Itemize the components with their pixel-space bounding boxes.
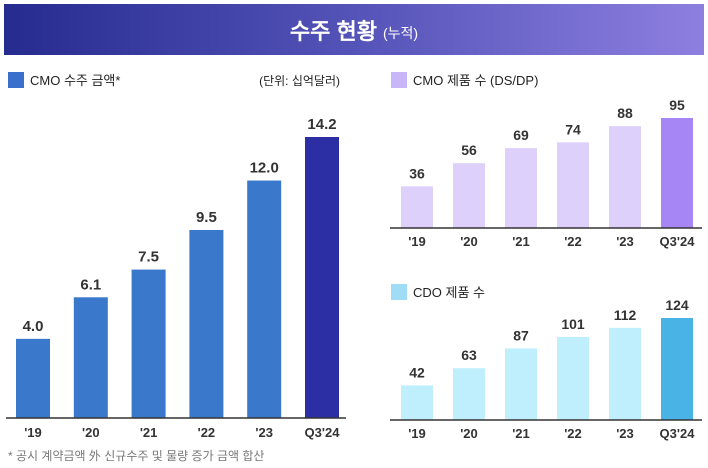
- legend-swatch: [391, 284, 407, 300]
- bar: [305, 137, 339, 418]
- x-tick-label: '20: [82, 425, 100, 440]
- legend-label: CDO 제품 수: [413, 285, 485, 300]
- data-label: 87: [513, 327, 529, 343]
- x-tick-label: '19: [408, 234, 426, 249]
- bar: [661, 318, 693, 420]
- bar: [247, 180, 282, 418]
- x-tick-label: '22: [198, 425, 216, 440]
- title-banner: 수주 현황 (누적): [4, 4, 704, 55]
- data-label: 69: [513, 127, 529, 143]
- bar: [609, 126, 641, 228]
- bar: [505, 348, 537, 420]
- data-label: 74: [565, 121, 581, 137]
- x-tick-label: '22: [564, 426, 582, 441]
- data-label: 101: [561, 316, 585, 332]
- data-label: 63: [461, 347, 477, 363]
- bar: [401, 186, 433, 228]
- x-tick-label: Q3'24: [660, 234, 696, 249]
- bar: [16, 338, 50, 418]
- data-label: 42: [409, 364, 425, 380]
- data-label: 9.5: [196, 209, 217, 226]
- bar: [505, 148, 537, 228]
- data-label: 124: [665, 297, 689, 313]
- data-label: 7.5: [138, 249, 159, 266]
- page-subtitle: (누적): [382, 24, 419, 41]
- bar: [189, 230, 224, 418]
- data-label: 88: [617, 105, 633, 121]
- data-label: 6.1: [80, 276, 101, 293]
- x-tick-label: '20: [460, 426, 478, 441]
- data-label: 14.2: [307, 116, 336, 133]
- footnote: * 공시 계약금액 外 신규수주 및 물량 증가 금액 합산: [8, 449, 265, 463]
- legend-swatch: [391, 72, 407, 88]
- bar: [661, 118, 693, 228]
- data-label: 56: [461, 142, 477, 158]
- x-tick-label: '23: [616, 234, 634, 249]
- x-tick-label: '22: [564, 234, 582, 249]
- bar: [73, 297, 108, 418]
- bar: [453, 163, 485, 228]
- x-tick-label: Q3'24: [305, 425, 341, 440]
- unit-label: (단위: 십억달러): [259, 74, 340, 88]
- data-label: 36: [409, 165, 425, 181]
- legend-label: CMO 수주 금액*: [30, 73, 120, 88]
- x-tick-label: '21: [140, 425, 158, 440]
- legend-label: CMO 제품 수 (DS/DP): [413, 73, 538, 88]
- page-title: 수주 현황: [289, 18, 377, 44]
- bar: [401, 385, 433, 420]
- data-label: 4.0: [23, 318, 44, 335]
- x-tick-label: Q3'24: [660, 426, 696, 441]
- bar: [557, 142, 589, 228]
- legend-swatch: [8, 72, 24, 88]
- x-tick-label: '19: [408, 426, 426, 441]
- data-label: 112: [614, 307, 637, 323]
- x-tick-label: '23: [255, 425, 273, 440]
- x-tick-label: '19: [24, 425, 42, 440]
- x-tick-label: '21: [512, 234, 530, 249]
- x-tick-label: '21: [512, 426, 530, 441]
- bar: [453, 368, 485, 420]
- x-tick-label: '23: [616, 426, 634, 441]
- data-label: 95: [669, 97, 685, 113]
- x-tick-label: '20: [460, 234, 478, 249]
- bar: [557, 336, 589, 420]
- bar: [609, 327, 641, 420]
- data-label: 12.0: [250, 160, 279, 177]
- bar: [131, 269, 166, 418]
